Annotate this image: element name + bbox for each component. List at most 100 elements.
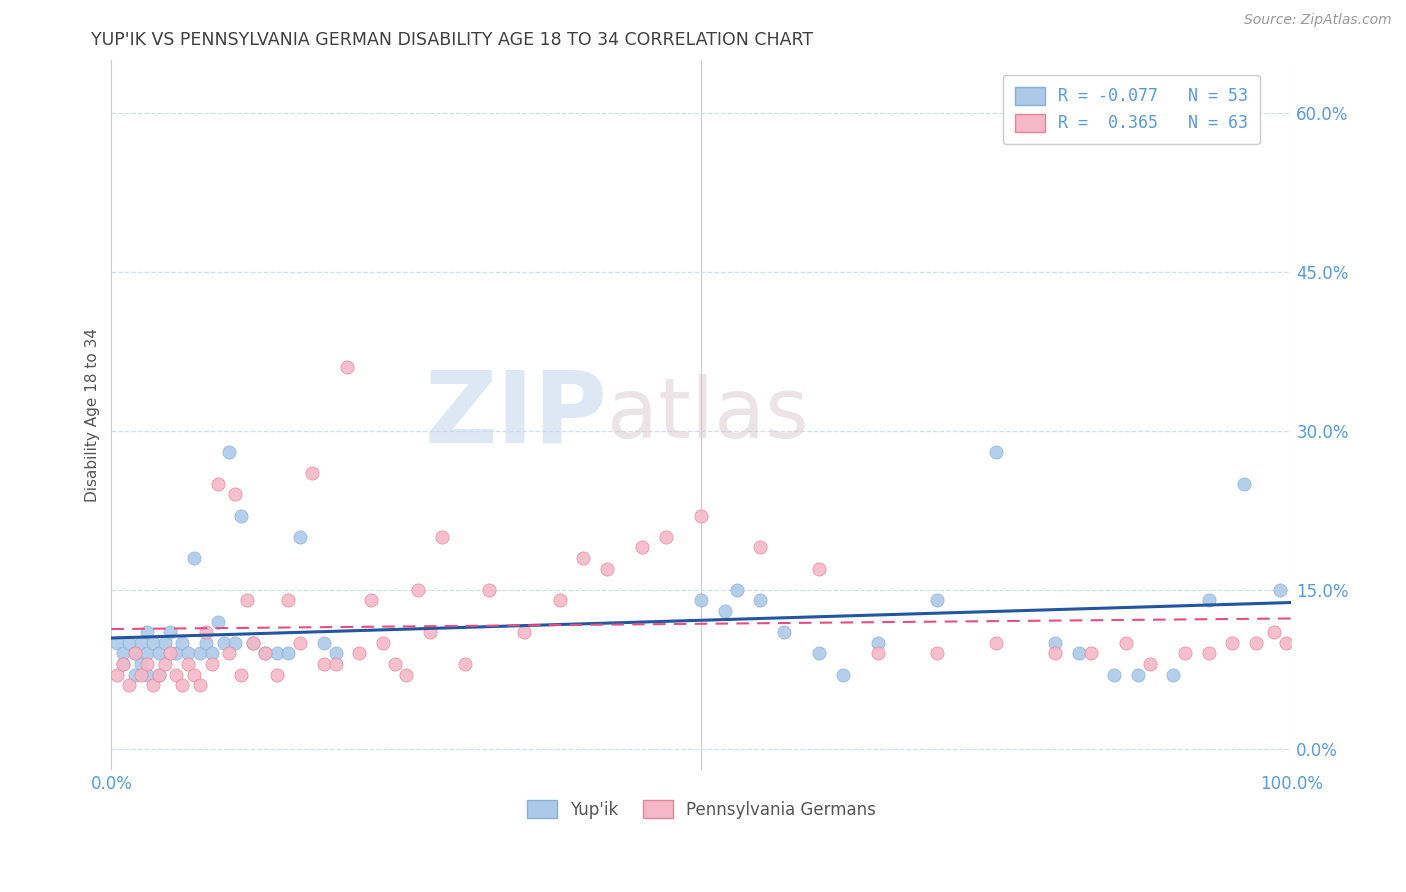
Point xyxy=(430,530,453,544)
Point xyxy=(253,646,276,660)
Point xyxy=(371,636,394,650)
Point xyxy=(165,667,187,681)
Point xyxy=(927,646,949,660)
Point xyxy=(129,657,152,671)
Point xyxy=(808,561,831,575)
Point xyxy=(548,593,571,607)
Y-axis label: Disability Age 18 to 34: Disability Age 18 to 34 xyxy=(86,327,100,502)
Point xyxy=(1115,636,1137,650)
Point xyxy=(1080,646,1102,660)
Point xyxy=(1045,646,1067,660)
Point xyxy=(513,625,536,640)
Point xyxy=(384,657,406,671)
Point xyxy=(194,636,217,650)
Point xyxy=(1274,636,1296,650)
Point xyxy=(112,646,135,660)
Point xyxy=(266,646,288,660)
Point xyxy=(596,561,619,575)
Point xyxy=(1045,636,1067,650)
Point xyxy=(212,636,235,650)
Point xyxy=(218,445,240,459)
Point xyxy=(105,667,128,681)
Point xyxy=(690,508,713,523)
Point xyxy=(153,636,176,650)
Point xyxy=(118,678,141,692)
Point xyxy=(631,541,654,555)
Point xyxy=(159,646,181,660)
Point xyxy=(159,625,181,640)
Point xyxy=(172,678,194,692)
Point xyxy=(725,582,748,597)
Point xyxy=(714,604,737,618)
Point xyxy=(1067,646,1090,660)
Point xyxy=(135,646,157,660)
Point xyxy=(312,636,335,650)
Point xyxy=(231,667,253,681)
Point xyxy=(690,593,713,607)
Point xyxy=(478,582,501,597)
Point xyxy=(1244,636,1267,650)
Point xyxy=(1268,582,1291,597)
Point xyxy=(572,550,595,565)
Point xyxy=(325,657,347,671)
Point xyxy=(194,625,217,640)
Point xyxy=(112,657,135,671)
Point xyxy=(347,646,370,660)
Point xyxy=(312,657,335,671)
Point xyxy=(1139,657,1161,671)
Point xyxy=(1163,667,1185,681)
Point xyxy=(1126,667,1149,681)
Point xyxy=(148,667,170,681)
Point xyxy=(207,615,229,629)
Point xyxy=(224,487,246,501)
Text: Source: ZipAtlas.com: Source: ZipAtlas.com xyxy=(1244,13,1392,28)
Point xyxy=(183,550,205,565)
Point xyxy=(129,636,152,650)
Legend: Yup'ik, Pennsylvania Germans: Yup'ik, Pennsylvania Germans xyxy=(520,794,883,826)
Text: atlas: atlas xyxy=(607,375,808,455)
Point xyxy=(224,636,246,650)
Point xyxy=(1233,476,1256,491)
Point xyxy=(419,625,441,640)
Point xyxy=(188,646,211,660)
Point xyxy=(1174,646,1197,660)
Point xyxy=(1198,646,1220,660)
Point xyxy=(135,657,157,671)
Point xyxy=(301,466,323,480)
Point xyxy=(277,646,299,660)
Point xyxy=(201,657,224,671)
Point xyxy=(118,636,141,650)
Point xyxy=(165,646,187,660)
Point xyxy=(749,593,772,607)
Point xyxy=(236,593,259,607)
Point xyxy=(927,593,949,607)
Point xyxy=(1104,667,1126,681)
Point xyxy=(290,530,312,544)
Point xyxy=(253,646,276,660)
Point xyxy=(183,667,205,681)
Point xyxy=(231,508,253,523)
Point xyxy=(395,667,418,681)
Point xyxy=(188,678,211,692)
Point xyxy=(177,657,200,671)
Point xyxy=(218,646,240,660)
Point xyxy=(172,636,194,650)
Point xyxy=(105,636,128,650)
Point xyxy=(773,625,796,640)
Point xyxy=(124,646,146,660)
Point xyxy=(148,646,170,660)
Point xyxy=(1263,625,1285,640)
Point xyxy=(124,667,146,681)
Point xyxy=(112,657,135,671)
Point xyxy=(832,667,855,681)
Point xyxy=(868,636,890,650)
Point xyxy=(129,667,152,681)
Text: ZIP: ZIP xyxy=(425,367,607,463)
Point xyxy=(868,646,890,660)
Point xyxy=(242,636,264,650)
Point xyxy=(406,582,429,597)
Point xyxy=(177,646,200,660)
Text: YUP'IK VS PENNSYLVANIA GERMAN DISABILITY AGE 18 TO 34 CORRELATION CHART: YUP'IK VS PENNSYLVANIA GERMAN DISABILITY… xyxy=(91,31,814,49)
Point xyxy=(201,646,224,660)
Point xyxy=(135,625,157,640)
